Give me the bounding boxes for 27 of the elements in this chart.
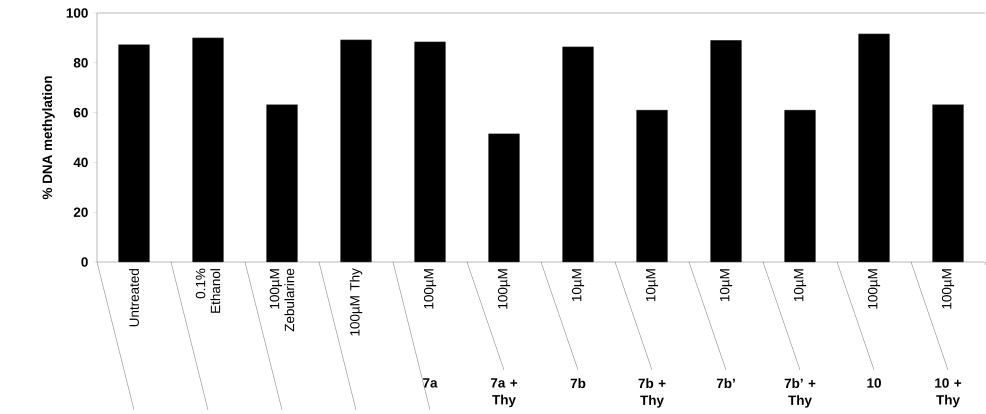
- text: 7b + Thy: [638, 378, 666, 408]
- text: 10: [867, 378, 881, 388]
- x-tick-label: 100µM: [868, 269, 880, 309]
- x-tick-label: 100µM: [942, 269, 954, 309]
- text: 7a + Thy: [490, 378, 518, 408]
- y-tick-label: 100: [66, 8, 88, 18]
- x-tick-label: 100µM Thy: [350, 268, 362, 336]
- text: 7b’: [716, 378, 735, 388]
- x-tick-label: 10µM: [720, 269, 732, 302]
- y-tick-label: 20: [74, 207, 88, 217]
- y-tick-label: 60: [74, 108, 88, 118]
- y-tick-label: 80: [74, 58, 88, 68]
- y-tick-label: 0: [81, 257, 88, 267]
- text: 7b: [570, 378, 586, 388]
- y-axis-title: % DNA methylation: [42, 76, 55, 200]
- x-tick-label: 10µM: [572, 269, 584, 302]
- x-tick-label: 10µM: [646, 269, 658, 302]
- text: 7a: [423, 378, 438, 388]
- x-tick-label: 100µM Zebularine: [270, 268, 294, 332]
- text: 7b’ + Thy: [784, 378, 816, 408]
- x-tick-label: 10µM: [794, 269, 806, 302]
- x-tick-label: 100µM: [424, 269, 436, 309]
- x-tick-label: 0.1% Ethanol: [196, 268, 220, 313]
- y-tick-label: 40: [74, 158, 88, 168]
- x-tick-label: Untreated: [129, 269, 139, 326]
- text: 10 + Thy: [935, 378, 962, 408]
- x-tick-label: 100µM: [498, 269, 510, 309]
